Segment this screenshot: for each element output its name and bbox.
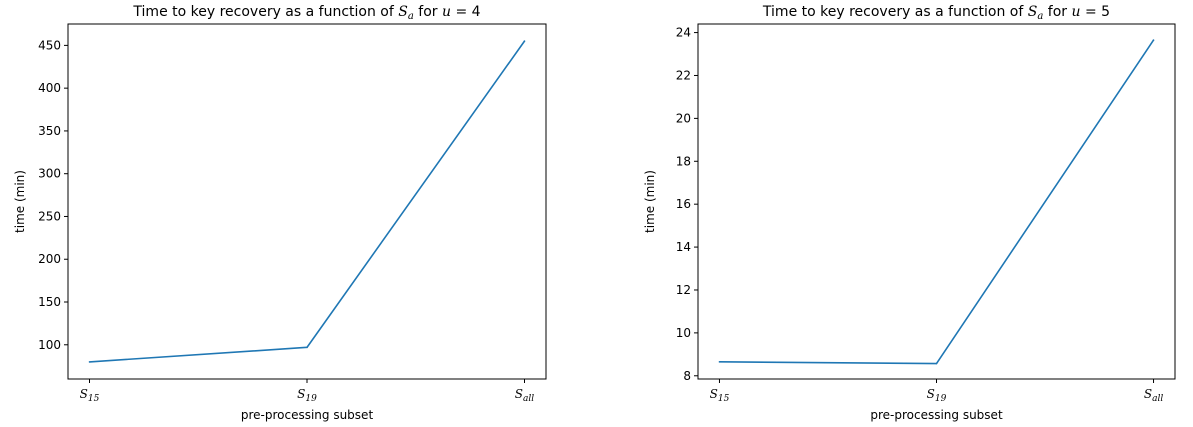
plot-frame	[67, 23, 547, 380]
data-point	[306, 346, 308, 349]
y-tick-label: 150	[38, 295, 61, 309]
y-tick-label: 300	[38, 167, 61, 181]
x-axis-label: pre-processing subset	[870, 408, 1003, 422]
y-tick-label: 250	[38, 209, 61, 223]
y-tick-label: 100	[38, 338, 61, 352]
y-tick-label: 22	[676, 68, 691, 82]
data-point	[935, 362, 938, 365]
y-tick-label: 14	[676, 240, 691, 254]
y-axis-label: time (min)	[643, 170, 657, 233]
data-point	[718, 361, 721, 363]
x-tick-label: S15	[80, 387, 100, 404]
x-tick-label: S15	[710, 387, 730, 404]
x-tick-label: Sall	[515, 387, 534, 404]
y-tick-label: 200	[38, 252, 61, 266]
x-tick-label: S19	[297, 387, 317, 404]
y-tick-label: 8	[683, 369, 691, 383]
data-point	[523, 40, 526, 42]
x-tick-label: Sall	[1144, 387, 1163, 404]
y-tick-label: 20	[676, 111, 691, 125]
y-tick-label: 18	[676, 154, 691, 168]
data-point	[88, 361, 91, 363]
x-axis-label: pre-processing subset	[241, 408, 374, 422]
y-tick-label: 350	[38, 124, 61, 138]
chart-panel-2: Time to key recovery as a function of Sa…	[643, 4, 1176, 422]
y-tick-label: 400	[38, 81, 61, 95]
y-tick-label: 16	[676, 197, 691, 211]
chart-title: Time to key recovery as a function of Sa…	[762, 4, 1110, 22]
y-tick-label: 10	[676, 326, 691, 340]
y-tick-label: 450	[38, 38, 61, 52]
y-axis-label: time (min)	[13, 170, 27, 233]
y-tick-label: 24	[676, 26, 691, 40]
plot-frame	[697, 23, 1176, 380]
series-line	[89, 40, 526, 363]
x-tick-label: S19	[927, 387, 947, 404]
chart-title: Time to key recovery as a function of Sa…	[132, 4, 480, 22]
chart-panel-1: Time to key recovery as a function of Sa…	[13, 4, 547, 422]
series-line	[719, 39, 1155, 365]
y-tick-label: 12	[676, 283, 691, 297]
data-point	[1152, 39, 1155, 41]
